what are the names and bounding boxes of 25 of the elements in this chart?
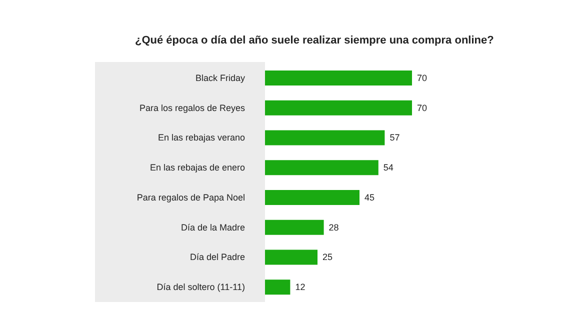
data-label: 54: [383, 162, 394, 173]
data-label: 12: [295, 282, 306, 292]
y-tick-label: Día del Padre: [190, 252, 245, 262]
bar: [265, 190, 360, 205]
bar: [265, 250, 318, 265]
data-label: 70: [417, 72, 428, 83]
data-label: 25: [322, 252, 333, 262]
bar: [265, 220, 324, 235]
data-label: 45: [364, 192, 375, 202]
chart-title: ¿Qué época o día del año suele realizar siempre una compra online?: [135, 34, 494, 46]
bar: [265, 100, 412, 116]
bar: [265, 70, 412, 86]
data-label: 57: [390, 132, 400, 143]
y-tick-label: En las rebajas verano: [158, 132, 245, 143]
y-tick-label: Día de la Madre: [180, 222, 245, 232]
y-tick-label: Para los regalos de Reyes: [139, 102, 246, 113]
y-tick-label: Black Friday: [195, 72, 246, 83]
bar: [265, 160, 378, 176]
data-label: 70: [417, 102, 428, 113]
bar: [265, 280, 290, 295]
data-label: 28: [328, 222, 339, 232]
y-tick-label: Día del soltero (11-11): [156, 282, 245, 292]
bar: [265, 130, 385, 146]
y-tick-label: Para regalos de Papa Noel: [136, 192, 245, 202]
y-tick-label: En las rebajas de enero: [150, 162, 245, 173]
